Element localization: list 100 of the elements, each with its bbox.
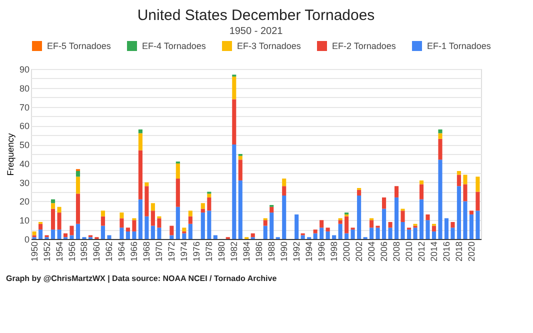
bar <box>382 197 386 209</box>
bar <box>150 203 155 211</box>
bar <box>182 228 186 232</box>
bar <box>132 220 136 232</box>
bar <box>238 156 242 160</box>
bar <box>100 216 106 226</box>
bar <box>382 208 386 239</box>
bar <box>188 210 192 216</box>
bar <box>138 133 142 150</box>
bar <box>419 199 424 239</box>
bar <box>338 224 342 239</box>
x-tick-label: 2018 <box>454 242 464 262</box>
bar <box>438 129 442 134</box>
bar <box>426 220 430 239</box>
bar <box>232 76 236 100</box>
bar <box>120 218 124 228</box>
bar <box>238 180 242 239</box>
bar <box>170 235 174 239</box>
bar <box>370 228 374 239</box>
bar <box>450 228 455 239</box>
bar <box>313 230 318 234</box>
legend-label: EF-5 Tornadoes <box>47 41 112 51</box>
bar <box>270 206 274 213</box>
bar <box>326 228 330 232</box>
bar <box>38 224 43 230</box>
bar <box>282 178 286 186</box>
bar <box>326 231 330 239</box>
bar <box>70 235 74 239</box>
bar <box>282 186 286 196</box>
bar <box>300 235 305 239</box>
bar <box>176 163 180 179</box>
bar <box>476 192 480 211</box>
bar <box>182 233 186 239</box>
bar <box>207 197 212 211</box>
bar <box>388 228 392 239</box>
bar <box>413 228 418 239</box>
x-tick-label: 2004 <box>366 242 377 262</box>
bar <box>394 186 399 198</box>
bar <box>132 231 136 239</box>
x-tick-label: 1992 <box>292 242 302 262</box>
legend-label: EF-1 Tornadoes <box>427 41 492 51</box>
bar <box>432 231 436 239</box>
legend-label: EF-2 Tornadoes <box>332 41 396 51</box>
bar <box>332 235 336 239</box>
bar <box>207 194 212 198</box>
bar <box>76 194 80 224</box>
bar <box>338 220 342 224</box>
bar <box>432 226 436 232</box>
bar <box>320 228 324 239</box>
x-tick-label: 1978 <box>204 242 214 262</box>
bar <box>70 226 74 236</box>
x-tick-label: 2008 <box>392 242 402 262</box>
bar <box>50 199 56 204</box>
bar <box>270 212 274 239</box>
bar <box>144 216 149 239</box>
bar <box>188 216 192 224</box>
bar <box>456 174 462 186</box>
bar <box>38 230 43 239</box>
chart-title: United States December Tornadoes <box>137 7 375 24</box>
x-tick-label: 1970 <box>154 242 164 262</box>
bar <box>126 228 130 232</box>
y-tick-label: 30 <box>19 178 30 188</box>
bar <box>188 224 192 239</box>
bar <box>126 231 130 239</box>
bar <box>138 129 142 134</box>
y-tick-label: 90 <box>19 64 30 74</box>
bar <box>232 99 236 145</box>
bar <box>263 220 268 226</box>
bar <box>238 160 242 180</box>
bar <box>400 210 405 222</box>
bar <box>376 228 380 239</box>
x-tick-label: 1972 <box>166 242 177 262</box>
bar <box>32 231 36 236</box>
x-tick-label: 1968 <box>142 242 152 262</box>
bar <box>444 218 449 239</box>
bar <box>138 199 142 239</box>
bar <box>157 228 162 239</box>
y-tick-label: 10 <box>19 216 30 226</box>
bar <box>150 210 155 226</box>
bar <box>294 214 299 239</box>
x-tick-label: 1994 <box>304 242 314 262</box>
x-tick-label: 1964 <box>116 242 127 262</box>
bar <box>200 212 205 239</box>
bar <box>63 233 68 238</box>
x-tick-label: 2014 <box>429 242 439 262</box>
bar <box>357 196 362 239</box>
bar <box>282 196 286 239</box>
bar <box>463 174 468 184</box>
bar <box>107 235 112 239</box>
bar <box>456 171 462 175</box>
bar <box>176 206 180 239</box>
x-tick-label: 1998 <box>329 242 340 262</box>
bar <box>476 210 480 239</box>
x-tick-label: 1996 <box>316 242 327 262</box>
y-tick-label: 80 <box>19 83 30 94</box>
bar <box>232 144 236 239</box>
bar <box>419 184 424 200</box>
y-tick-label: 0 <box>24 234 30 244</box>
bar <box>370 220 374 228</box>
bar <box>200 208 205 213</box>
